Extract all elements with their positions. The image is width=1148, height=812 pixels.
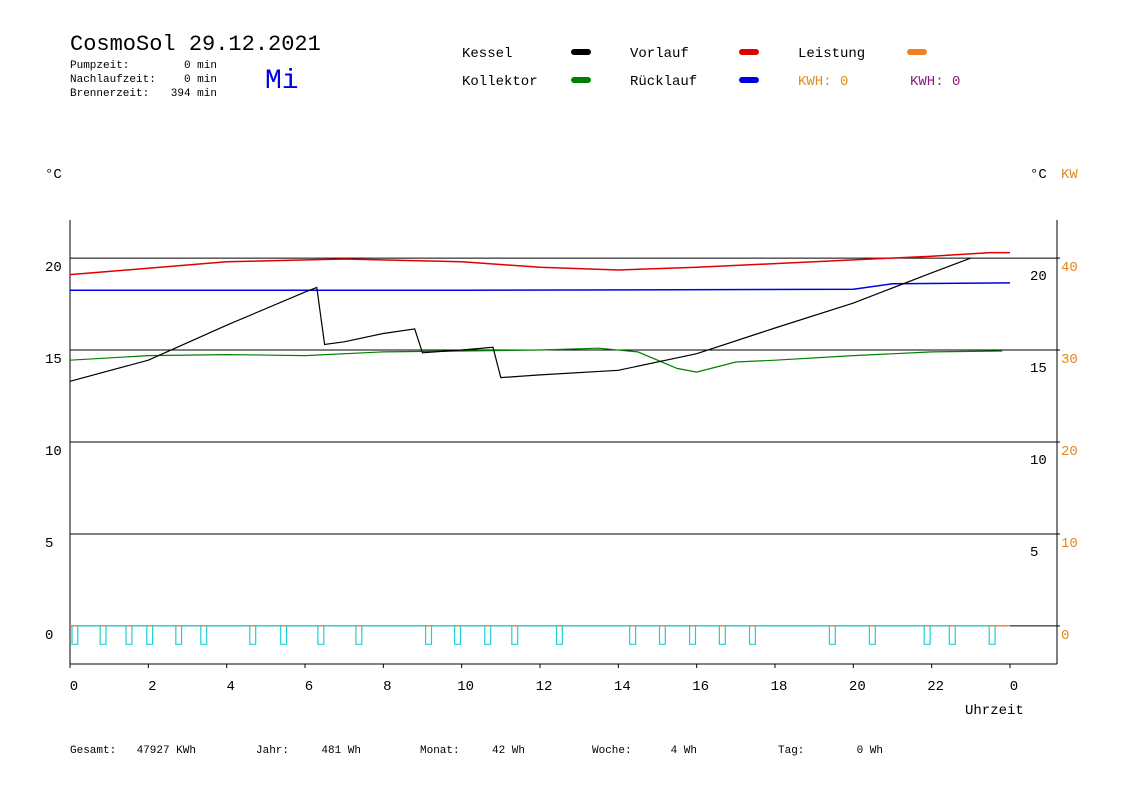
y2-tick-label: 40 bbox=[1061, 260, 1078, 276]
kwh-label: KWH: 0 bbox=[910, 74, 960, 90]
info-value: 0 min bbox=[184, 60, 217, 72]
footer-value: 42 Wh bbox=[492, 745, 525, 757]
x-axis-label: Uhrzeit bbox=[965, 703, 1024, 719]
y2-tick-label: 0 bbox=[1061, 628, 1069, 644]
x-tick-label: 12 bbox=[536, 679, 553, 695]
series-line bbox=[69, 257, 972, 382]
legend-label: Kollektor bbox=[462, 74, 538, 90]
series-line bbox=[69, 251, 1010, 276]
y3-tick-label: 5 bbox=[1030, 545, 1038, 561]
info-value: 0 min bbox=[184, 74, 217, 86]
info-label: Pumpzeit: bbox=[70, 60, 129, 72]
kwh-label: KWH: 0 bbox=[798, 74, 848, 90]
x-tick-label: 20 bbox=[849, 679, 866, 695]
footer-value: 47927 KWh bbox=[137, 745, 196, 757]
x-tick-label: 8 bbox=[383, 679, 391, 695]
y3-tick-label: 20 bbox=[1030, 269, 1047, 285]
y2-axis-label: KW bbox=[1061, 167, 1078, 183]
footer-value: 4 Wh bbox=[671, 745, 697, 757]
y-tick-label: 15 bbox=[45, 352, 62, 368]
x-tick-label: 0 bbox=[1010, 679, 1018, 695]
footer-label: Gesamt: bbox=[70, 745, 116, 757]
info-label: Nachlaufzeit: bbox=[70, 74, 156, 86]
y-tick-label: 0 bbox=[45, 628, 53, 644]
x-tick-label: 18 bbox=[771, 679, 788, 695]
footer-label: Monat: bbox=[420, 745, 460, 757]
series-line bbox=[71, 625, 996, 645]
y-axis-label: °C bbox=[45, 167, 62, 183]
series-line bbox=[70, 282, 1011, 292]
x-tick-label: 10 bbox=[457, 679, 474, 695]
x-tick-label: 6 bbox=[305, 679, 313, 695]
series-line bbox=[69, 347, 1003, 373]
y2-tick-label: 10 bbox=[1061, 536, 1078, 552]
x-tick-label: 0 bbox=[70, 679, 78, 695]
footer-label: Woche: bbox=[592, 745, 632, 757]
y3-tick-label: 10 bbox=[1030, 453, 1047, 469]
x-tick-label: 2 bbox=[148, 679, 156, 695]
y3-axis-label: °C bbox=[1030, 167, 1047, 183]
legend-label: Leistung bbox=[798, 46, 865, 62]
y-tick-label: 5 bbox=[45, 536, 53, 552]
y2-tick-label: 20 bbox=[1061, 444, 1078, 460]
x-tick-label: 22 bbox=[927, 679, 944, 695]
footer-value: 0 Wh bbox=[857, 745, 883, 757]
info-label: Brennerzeit: bbox=[70, 88, 149, 100]
y3-tick-label: 15 bbox=[1030, 361, 1047, 377]
footer-label: Tag: bbox=[778, 745, 804, 757]
x-tick-label: 4 bbox=[226, 679, 234, 695]
y-tick-label: 10 bbox=[45, 444, 62, 460]
info-value: 394 min bbox=[171, 88, 217, 100]
footer-label: Jahr: bbox=[256, 745, 289, 757]
y2-tick-label: 30 bbox=[1061, 352, 1078, 368]
x-tick-label: 16 bbox=[692, 679, 709, 695]
footer-value: 481 Wh bbox=[321, 745, 361, 757]
chart-title: CosmoSol 29.12.2021 bbox=[70, 32, 321, 57]
legend-label: Rücklauf bbox=[630, 74, 697, 90]
x-tick-label: 14 bbox=[614, 679, 631, 695]
legend-label: Kessel bbox=[462, 46, 512, 62]
y-tick-label: 20 bbox=[45, 260, 62, 276]
legend-label: Vorlauf bbox=[630, 46, 689, 62]
weekday: Mi bbox=[265, 66, 299, 97]
